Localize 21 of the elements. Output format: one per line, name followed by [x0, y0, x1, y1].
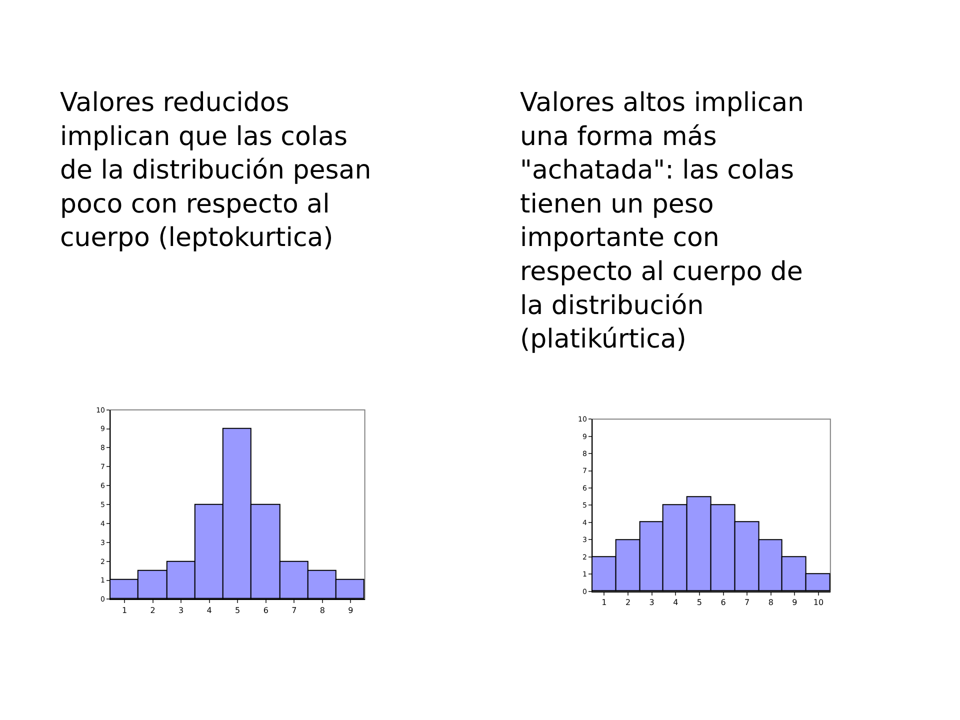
x-tick-label: 9 [348, 606, 354, 615]
x-tick-label: 4 [673, 598, 678, 607]
x-tick-label: 10 [813, 598, 824, 607]
x-tick-label: 9 [792, 598, 798, 607]
x-tick-label: 3 [649, 598, 654, 607]
chart-title: Valores altos implican una forma más "achatada": las colas tienen un peso importante con respecto al cuerpo de la distribución (platikúrtica) [520, 88, 804, 355]
x-tick-label: 8 [320, 606, 325, 615]
x-tick-label: 3 [178, 606, 184, 615]
x-tick-label: 2 [150, 606, 156, 615]
x-tick-label: 5 [696, 598, 702, 607]
x-tick-label: 1 [122, 606, 128, 615]
x-tick-label: 6 [263, 606, 268, 615]
x-tick-label: 2 [625, 598, 631, 607]
x-tick-label: 8 [768, 598, 774, 607]
chart-title: Valores reducidos implican que las colas de la distribución pesan poco con respecto al cuerpo (leptokurtica) [60, 88, 372, 254]
x-tick-label: 4 [206, 606, 212, 615]
x-tick-label: 7 [744, 598, 750, 607]
x-tick-label: 5 [235, 606, 240, 615]
x-tick-label: 6 [720, 598, 726, 607]
x-tick-label: 1 [602, 598, 607, 607]
x-tick-label: 7 [292, 606, 297, 615]
